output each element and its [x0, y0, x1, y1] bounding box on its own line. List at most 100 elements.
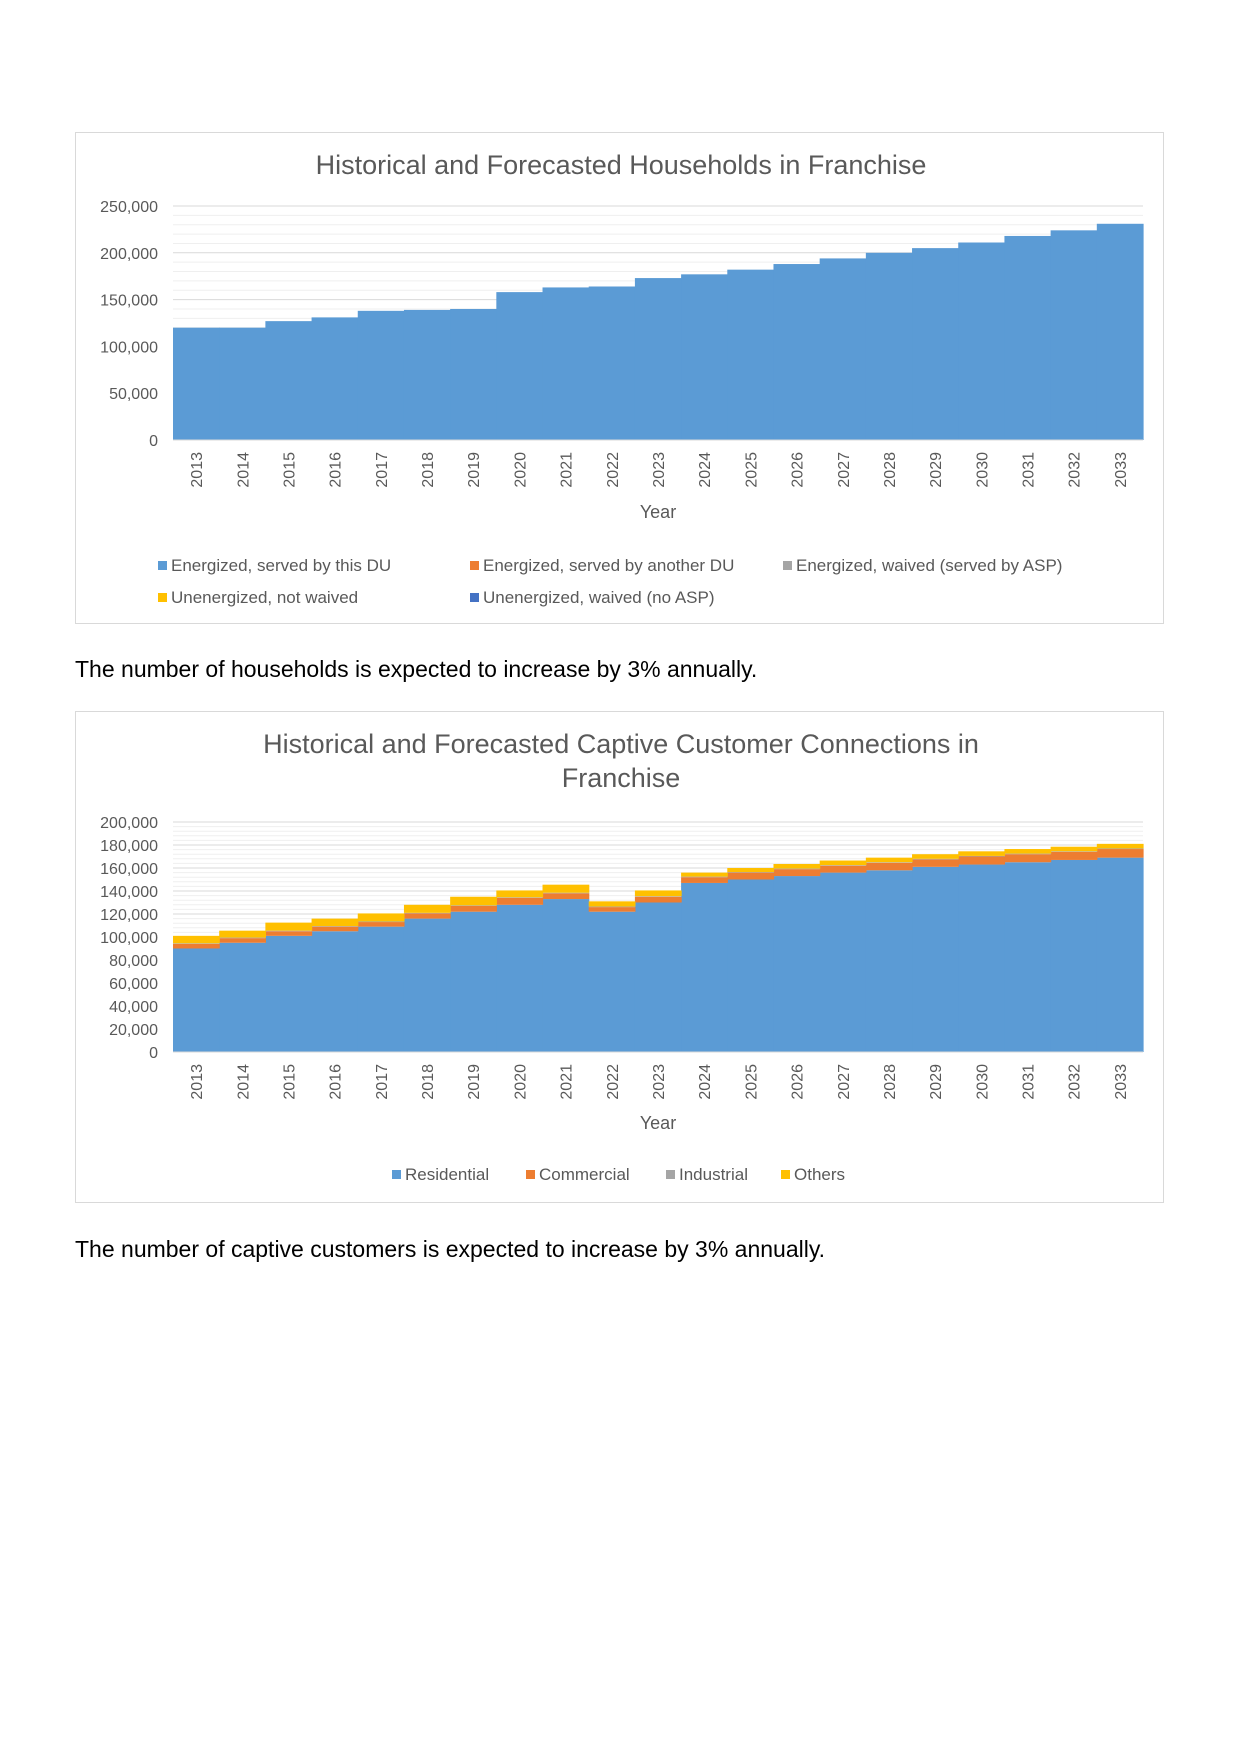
households-chart-svg: Historical and Forecasted Households in … — [100, 150, 1144, 607]
chart2-series-2-mark — [588, 907, 636, 912]
chart1-x-tick-label: 2033 — [1113, 452, 1130, 488]
chart2-series-2-mark — [173, 943, 220, 949]
chart2-x-axis-title: Year — [640, 1113, 676, 1133]
chart2-x-tick-label: 2017 — [374, 1064, 391, 1100]
chart2-series-4-mark — [1050, 846, 1098, 852]
chart1-legend-label: Unenergized, not waived — [171, 588, 358, 607]
chart1-title: Historical and Forecasted Households in … — [316, 150, 927, 180]
chart2-series-4-mark — [1004, 849, 1052, 854]
chart1-legend-swatch — [158, 561, 167, 570]
chart2-series-3-mark — [773, 868, 821, 870]
chart2-x-tick-label: 2028 — [882, 1064, 899, 1100]
chart2-series-2-mark — [357, 922, 405, 927]
chart1-y-tick-label: 50,000 — [109, 386, 158, 403]
chart2-series-4-mark — [681, 872, 728, 877]
chart2-series-4-mark — [634, 890, 682, 897]
chart2-series-3-mark — [865, 862, 913, 863]
chart2-series-1-mark — [496, 904, 544, 1052]
households-chart: Historical and Forecasted Households in … — [75, 132, 1164, 624]
chart2-x-tick-label: 2033 — [1113, 1064, 1130, 1100]
chart1-y-tick-label: 150,000 — [100, 293, 158, 310]
chart2-y-tick-label: 140,000 — [100, 884, 158, 901]
chart1-series-1-mark — [496, 292, 544, 440]
chart1-x-tick-label: 2025 — [743, 452, 760, 488]
chart2-series-3-mark — [265, 930, 313, 932]
chart1-x-tick-label: 2022 — [605, 452, 622, 488]
chart2-y-tick-label: 160,000 — [100, 861, 158, 878]
chart2-series-3-mark — [727, 872, 775, 873]
chart2-series-2-mark — [958, 856, 1006, 865]
chart2-series-1-mark — [173, 948, 220, 1052]
chart2-series-4-mark — [496, 890, 544, 898]
chart2-x-tick-label: 2026 — [790, 1064, 807, 1100]
chart1-x-tick-label: 2024 — [697, 452, 714, 488]
chart1-series-1-mark — [819, 258, 867, 440]
chart2-legend-label: Commercial — [539, 1165, 630, 1184]
captive-customers-chart: Historical and Forecasted Captive Custom… — [75, 711, 1164, 1203]
chart2-series-2-mark — [496, 897, 544, 905]
chart1-legend-label: Energized, waived (served by ASP) — [796, 556, 1062, 575]
chart1-legend-swatch — [783, 561, 792, 570]
chart1-series-1-mark — [219, 327, 266, 440]
chart1-legend-swatch — [158, 593, 167, 602]
chart2-series-4-mark — [265, 922, 313, 931]
chart2-series-1-mark — [219, 942, 266, 1052]
chart2-series-4-mark — [219, 930, 266, 938]
chart2-legend-swatch — [781, 1170, 790, 1179]
chart2-x-tick-label: 2018 — [420, 1064, 437, 1100]
chart1-x-tick-label: 2031 — [1021, 452, 1038, 488]
chart2-series-4-mark — [173, 935, 220, 944]
chart1-x-tick-label: 2015 — [281, 452, 298, 488]
chart1-series-1-mark — [865, 252, 913, 440]
chart2-series-4-mark — [311, 918, 359, 927]
chart2-series-2-mark — [819, 865, 867, 873]
chart2-x-tick-label: 2016 — [328, 1064, 345, 1100]
chart2-series-1-mark — [819, 872, 867, 1052]
chart2-series-2-mark — [727, 872, 775, 880]
chart1-y-tick-label: 0 — [149, 433, 158, 450]
chart1-series-1-mark — [357, 310, 405, 440]
chart1-x-tick-label: 2021 — [559, 452, 576, 488]
chart1-x-tick-label: 2030 — [974, 452, 991, 488]
chart2-series-2-mark — [1004, 854, 1052, 863]
chart1-series-1-mark — [634, 278, 682, 440]
chart2-series-1-mark — [958, 864, 1006, 1052]
chart2-series-2-mark — [681, 877, 728, 883]
chart2-series-2-mark — [311, 926, 359, 932]
chart1-x-tick-label: 2026 — [790, 452, 807, 488]
chart1-series-1-mark — [542, 287, 590, 440]
chart2-legend-swatch — [392, 1170, 401, 1179]
captive-customers-growth-text: The number of captive customers is expec… — [75, 1236, 826, 1262]
chart1-legend-label: Energized, served by this DU — [171, 556, 391, 575]
chart2-x-tick-label: 2013 — [189, 1064, 206, 1100]
chart2-legend-label: Others — [794, 1165, 845, 1184]
chart2-x-tick-label: 2022 — [605, 1064, 622, 1100]
chart2-title-line-2: Franchise — [562, 763, 681, 793]
chart1-x-tick-label: 2013 — [189, 452, 206, 488]
chart2-series-1-mark — [311, 931, 359, 1052]
chart2-y-tick-label: 60,000 — [109, 976, 158, 993]
chart2-y-tick-label: 200,000 — [100, 815, 158, 832]
chart2-series-2-mark — [773, 869, 821, 877]
chart2-y-tick-label: 80,000 — [109, 953, 158, 970]
chart2-x-tick-label: 2021 — [559, 1064, 576, 1100]
chart2-series-4-mark — [542, 884, 590, 893]
chart2-y-tick-label: 180,000 — [100, 838, 158, 855]
chart1-x-axis-title: Year — [640, 502, 676, 522]
chart1-x-tick-label: 2020 — [512, 452, 529, 488]
chart2-series-1-mark — [450, 911, 497, 1052]
chart2-series-3-mark — [588, 906, 636, 908]
chart2-series-3-mark — [634, 896, 682, 897]
chart1-x-tick-label: 2032 — [1067, 452, 1084, 488]
chart1-series-1-mark — [403, 309, 451, 440]
households-growth-text: The number of households is expected to … — [75, 656, 758, 682]
chart2-series-1-mark — [1004, 862, 1052, 1052]
chart1-series-1-mark — [450, 308, 497, 440]
chart2-series-2-mark — [450, 905, 497, 912]
chart1-x-tick-label: 2029 — [928, 452, 945, 488]
chart2-series-4-mark — [958, 851, 1006, 856]
chart1-series-1-mark — [311, 317, 359, 440]
chart1-series-1-mark — [958, 242, 1006, 440]
chart2-series-4-mark — [727, 868, 775, 873]
chart2-x-tick-label: 2020 — [512, 1064, 529, 1100]
